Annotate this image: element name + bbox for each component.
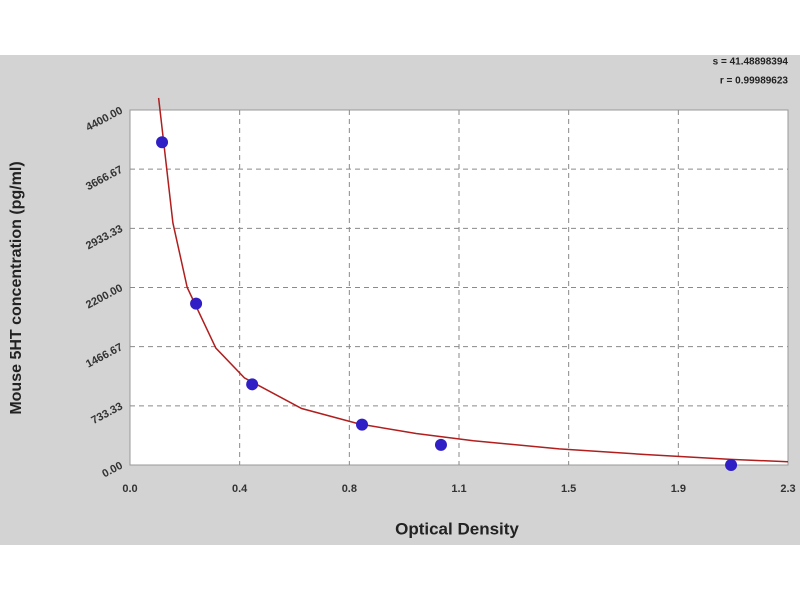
annotation: r = 0.99989623 — [720, 76, 789, 87]
data-point — [434, 438, 447, 451]
y-axis-title: Mouse 5HT concentration (pg/ml) — [8, 161, 25, 414]
x-tick-label: 0.0 — [122, 483, 137, 495]
annotation: s = 41.48898394 — [713, 57, 789, 68]
data-point — [246, 378, 259, 391]
x-axis-title: Optical Density — [395, 519, 519, 538]
data-point — [725, 459, 738, 471]
data-point — [156, 136, 169, 149]
data-point — [190, 297, 203, 310]
x-tick-label: 2.3 — [780, 483, 795, 495]
x-tick-label: 1.5 — [561, 483, 576, 495]
x-tick-label: 0.4 — [232, 483, 248, 495]
x-tick-label: 0.8 — [342, 483, 357, 495]
x-tick-label: 1.1 — [451, 483, 466, 495]
x-tick-label: 1.9 — [671, 483, 686, 495]
data-point — [356, 418, 369, 431]
